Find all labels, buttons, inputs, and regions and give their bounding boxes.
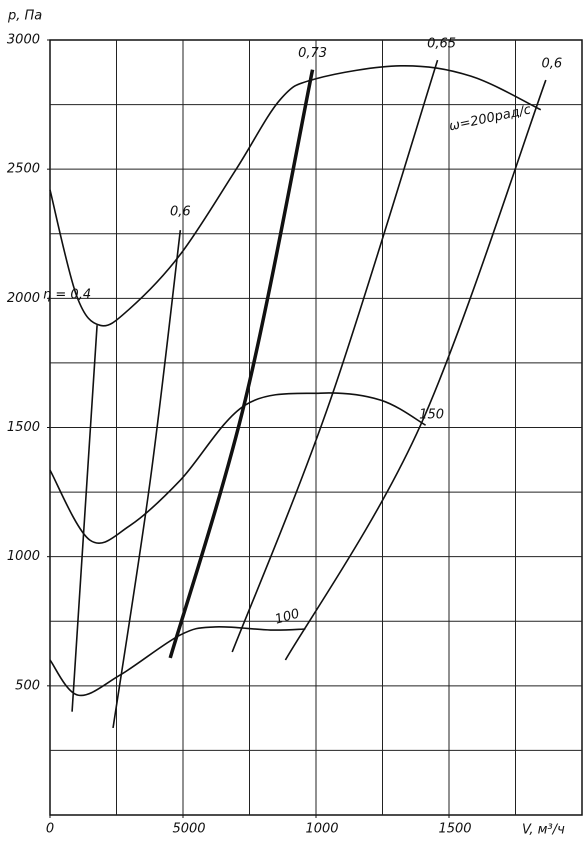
y-tick-label: 1000: [7, 549, 40, 564]
curve-label: 0,6: [541, 57, 562, 72]
y-tick-label: 500: [15, 678, 40, 693]
curve-label: η = 0,4: [43, 288, 91, 303]
y-tick-label: 1500: [7, 420, 40, 435]
curve-label: 0,73: [298, 46, 327, 61]
curve-label: 150: [419, 408, 444, 423]
curve: [49, 65, 542, 327]
y-tick-label: 3000: [7, 33, 40, 48]
curve: [284, 79, 547, 661]
x-tick-label: 1500: [438, 822, 471, 837]
curve: [168, 69, 315, 659]
curve-label: 0,65: [427, 37, 456, 52]
curve-label: 0,6: [170, 205, 191, 220]
curve: [49, 626, 306, 697]
curve-label: ω=200рад/с: [448, 102, 533, 134]
curve-label: 100: [273, 606, 301, 627]
y-axis-label: p, Па: [7, 9, 42, 24]
y-tick-label: 2000: [7, 291, 40, 306]
curve: [231, 59, 439, 653]
x-tick-label: 0: [46, 822, 54, 837]
curve: [71, 325, 98, 712]
y-tick-label: 2500: [7, 162, 40, 177]
x-axis-label: V, м³/ч: [522, 823, 565, 838]
x-tick-label: 1000: [305, 822, 338, 837]
x-tick-label: 5000: [172, 822, 205, 837]
curve: [112, 230, 182, 729]
curve: [49, 392, 426, 544]
